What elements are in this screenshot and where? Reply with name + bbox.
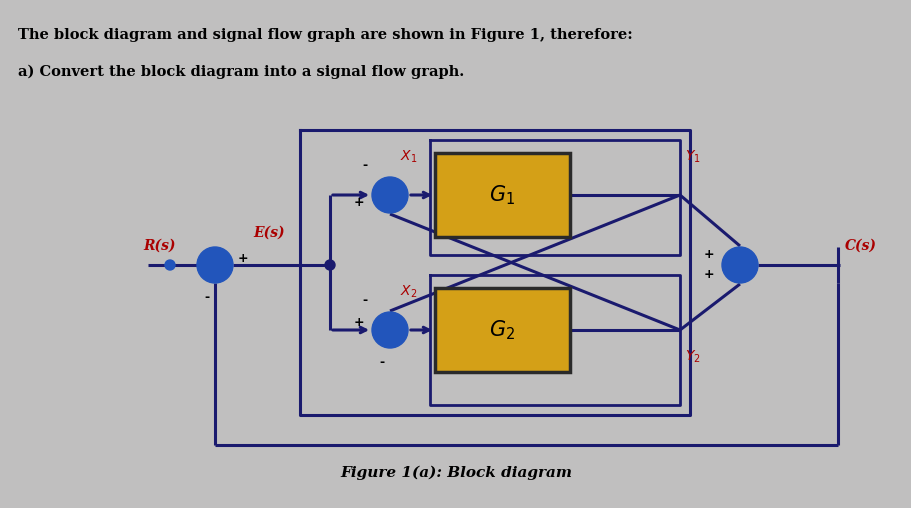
Circle shape [372, 177, 407, 213]
Text: The block diagram and signal flow graph are shown in Figure 1, therefore:: The block diagram and signal flow graph … [18, 28, 632, 42]
Text: Figure 1(a): Block diagram: Figure 1(a): Block diagram [340, 466, 571, 480]
Circle shape [165, 260, 175, 270]
Text: +: + [353, 197, 363, 209]
Text: -: - [379, 356, 384, 369]
Text: +: + [238, 252, 249, 266]
Text: R(s): R(s) [143, 239, 175, 253]
Text: $X_2$: $X_2$ [400, 283, 417, 300]
Text: $Y_1$: $Y_1$ [684, 149, 700, 165]
Text: C(s): C(s) [844, 239, 876, 253]
Text: -: - [362, 159, 367, 172]
Text: $Y_2$: $Y_2$ [684, 348, 700, 365]
Circle shape [197, 247, 232, 283]
Text: $G_2$: $G_2$ [489, 318, 515, 342]
Text: -: - [362, 294, 367, 307]
Text: a) Convert the block diagram into a signal flow graph.: a) Convert the block diagram into a sign… [18, 65, 464, 79]
Text: $G_1$: $G_1$ [489, 183, 515, 207]
FancyBboxPatch shape [435, 153, 569, 237]
Circle shape [722, 247, 757, 283]
Circle shape [372, 312, 407, 348]
Text: +: + [702, 269, 713, 281]
Text: +: + [353, 315, 363, 329]
Circle shape [324, 260, 334, 270]
Text: -: - [204, 291, 210, 304]
FancyBboxPatch shape [435, 288, 569, 372]
Text: E(s): E(s) [252, 226, 284, 240]
Text: +: + [702, 248, 713, 262]
Text: $X_1$: $X_1$ [400, 149, 417, 165]
